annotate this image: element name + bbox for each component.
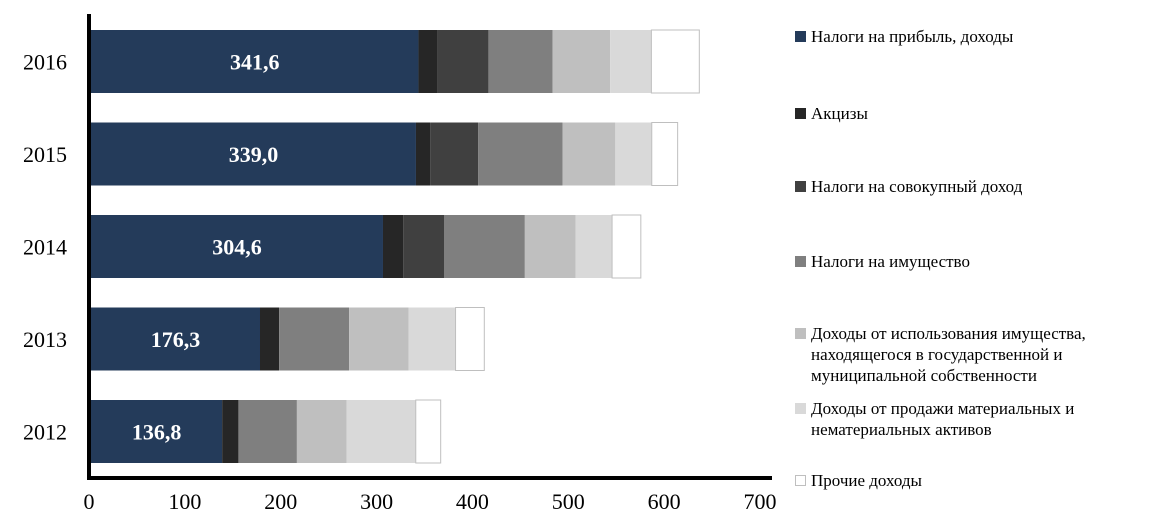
category-label-2013: 2013 [23, 327, 67, 352]
bar-2015-series-4 [478, 122, 563, 186]
bar-2016-series-2 [418, 30, 438, 93]
bar-2013-series-1 [91, 307, 260, 371]
bar-2015-series-7 [651, 122, 679, 186]
bar-2015-series-5 [562, 122, 616, 186]
bar-2016-series-6 [610, 30, 652, 93]
bar-2014-series-4 [444, 215, 525, 278]
data-label-2014: 304,6 [212, 235, 262, 260]
bar-2013-series-2 [259, 307, 280, 371]
bar-2016-series-5 [552, 30, 611, 93]
legend-item-7: Прочие доходы [795, 470, 1161, 491]
bar-2016-series-1 [91, 30, 419, 93]
legend-label: Акцизы [811, 104, 868, 123]
bar-2014-series-3 [403, 215, 445, 278]
x-tick-label-500: 500 [552, 489, 585, 514]
legend-swatch [795, 108, 806, 119]
bar-2012-series-2 [222, 400, 239, 463]
legend-label: Доходы от использования имущества, наход… [811, 324, 1086, 385]
legend-item-2: Акцизы [795, 103, 1161, 124]
legend-swatch [795, 31, 806, 42]
legend-item-5: Доходы от использования имущества, наход… [795, 323, 1161, 386]
legend-label: Налоги на имущество [811, 252, 970, 271]
category-label-2014: 2014 [23, 235, 67, 260]
x-tick-labels-group: 0 100 200 300 400 500 600 700 [84, 489, 777, 514]
data-label-2013: 176,3 [151, 327, 201, 352]
legend: Налоги на прибыль, доходы Акцизы Налоги на… [795, 0, 1161, 517]
bar-2013-series-6 [408, 307, 456, 371]
bar-2015-series-1 [91, 122, 416, 186]
bar-2014-series-2 [382, 215, 404, 278]
legend-label: Прочие доходы [811, 471, 922, 490]
x-tick-label-100: 100 [168, 489, 201, 514]
legend-item-6: Доходы от продажи материальных и нематер… [795, 398, 1161, 440]
bar-2014-series-1 [91, 215, 383, 278]
bar-2013-series-5 [349, 307, 409, 371]
legend-label: Доходы от продажи материальных и нематер… [811, 399, 1075, 439]
x-tick-label-600: 600 [648, 489, 681, 514]
legend-item-1: Налоги на прибыль, доходы [795, 26, 1161, 47]
legend-swatch [795, 256, 806, 267]
legend-item-4: Налоги на имущество [795, 251, 1161, 272]
bars-group [91, 29, 700, 464]
bar-2012-series-4 [238, 400, 297, 463]
bar-2016-series-7 [650, 29, 700, 94]
x-tick-label-0: 0 [84, 489, 95, 514]
data-label-2016: 341,6 [230, 50, 280, 75]
bar-2016-series-3 [437, 30, 489, 93]
bar-2012-series-7 [415, 399, 442, 464]
bar-2015-series-3 [430, 122, 479, 186]
bar-2014-series-7 [611, 214, 642, 279]
legend-swatch [795, 403, 806, 414]
legend-swatch [795, 181, 806, 192]
x-tick-label-300: 300 [360, 489, 393, 514]
category-label-2016: 2016 [23, 50, 67, 75]
category-labels-group: 2016 2015 2014 2013 2012 [23, 50, 67, 445]
legend-swatch [795, 475, 806, 486]
legend-label: Налоги на совокупный доход [811, 177, 1023, 196]
category-label-2015: 2015 [23, 142, 67, 167]
data-labels-group: 341,6 339,0 304,6 176,3 136,8 [132, 50, 280, 445]
bar-2016-series-4 [488, 30, 553, 93]
x-tick-label-200: 200 [264, 489, 297, 514]
category-label-2012: 2012 [23, 420, 67, 445]
data-label-2012: 136,8 [132, 420, 182, 445]
legend-label: Налоги на прибыль, доходы [811, 27, 1014, 46]
legend-item-3: Налоги на совокупный доход [795, 176, 1161, 197]
bar-2014-series-5 [524, 215, 576, 278]
bar-2013-series-4 [279, 307, 350, 371]
bar-2015-series-2 [415, 122, 431, 186]
bar-2012-series-5 [296, 400, 347, 463]
bar-2012-series-1 [91, 400, 223, 463]
data-label-2015: 339,0 [229, 142, 279, 167]
x-tick-label-700: 700 [744, 489, 777, 514]
x-tick-label-400: 400 [456, 489, 489, 514]
bar-2015-series-6 [615, 122, 652, 186]
bar-2013-series-7 [455, 307, 485, 371]
bar-2012-series-6 [346, 400, 416, 463]
bar-2014-series-6 [575, 215, 613, 278]
legend-swatch [795, 328, 806, 339]
